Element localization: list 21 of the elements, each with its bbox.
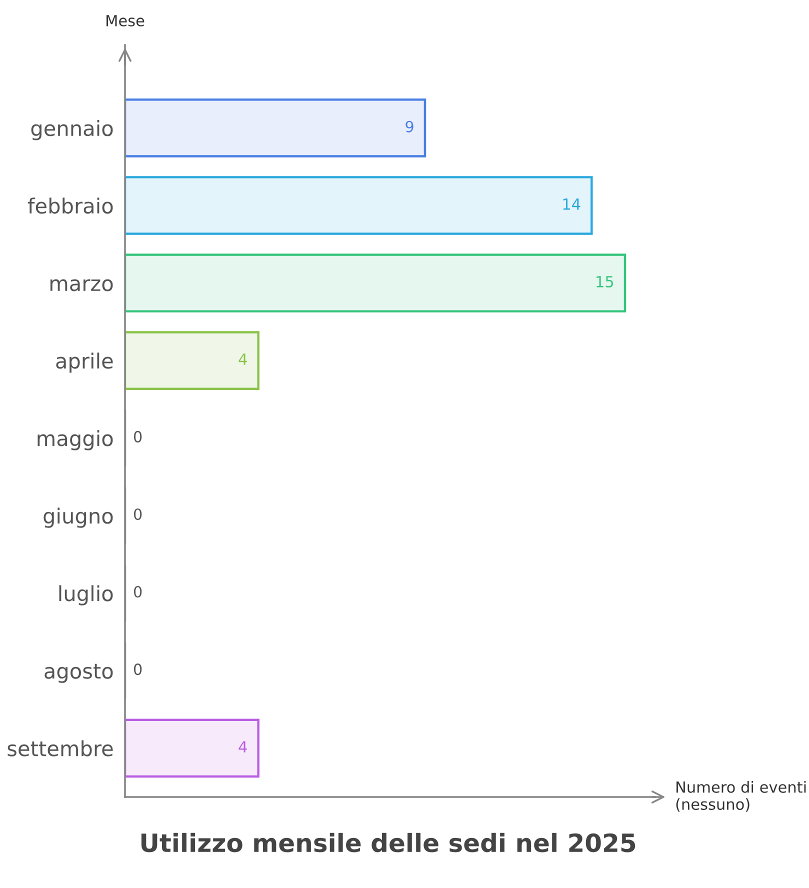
y-tick-label: febbraio xyxy=(28,198,113,214)
y-tick-label: maggio xyxy=(38,430,113,450)
data-label: 9 xyxy=(406,120,414,132)
y-tick-label: gennaio xyxy=(31,120,113,140)
y-tick-label: agosto xyxy=(44,664,113,683)
text: Utilizzo mensile delle sedi nel 2025 xyxy=(141,832,636,852)
y-axis-title: Mese xyxy=(106,15,144,26)
data-label: 0 xyxy=(134,664,142,676)
x-axis-title: Numero di eventi (nessuno) xyxy=(676,781,806,812)
y-tick-label: giugno xyxy=(44,508,113,528)
data-label: 0 xyxy=(134,586,142,598)
y-tick-label: luglio xyxy=(59,585,113,606)
data-label: 4 xyxy=(238,741,247,752)
data-label: 15 xyxy=(596,276,614,288)
y-tick-label: aprile xyxy=(56,352,113,373)
y-tick-label: marzo xyxy=(50,279,113,292)
data-label: 0 xyxy=(134,508,142,520)
y-tick-label: settembre xyxy=(8,740,113,756)
data-label: 0 xyxy=(134,430,142,442)
data-label: 14 xyxy=(563,198,580,210)
data-label: 4 xyxy=(238,354,247,365)
